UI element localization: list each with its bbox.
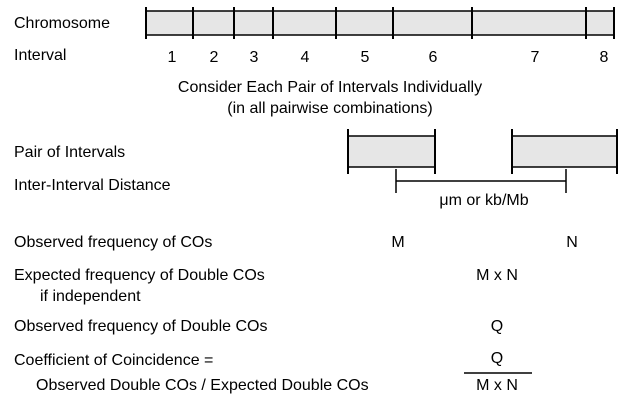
row-label: Expected frequency of Double COs — [14, 267, 265, 284]
interval-number: 2 — [210, 49, 219, 66]
observed-value: Q — [491, 318, 503, 335]
interval-b — [511, 135, 618, 168]
instruction: (in all pairwise combinations) — [227, 100, 432, 117]
row-sublabel: if independent — [40, 288, 141, 305]
numerator: Q — [491, 350, 503, 367]
chromosome-label: Chromosome — [14, 15, 110, 32]
n-symbol: N — [566, 234, 578, 251]
expected-value: M x N — [476, 267, 518, 284]
interval-number: 3 — [250, 49, 259, 66]
interval-ends — [347, 129, 618, 174]
denominator: M x N — [476, 377, 518, 394]
row-label: Coefficient of Coincidence = — [14, 352, 213, 369]
distance-label: Inter-Interval Distance — [14, 177, 171, 194]
row-sublabel: Observed Double COs / Expected Double CO… — [36, 377, 369, 394]
pair-label: Pair of Intervals — [14, 144, 125, 161]
distance-bracket — [395, 169, 567, 193]
interval-number: 6 — [429, 49, 438, 66]
distance-units: μm or kb/Mb — [439, 192, 528, 209]
interval-number: 8 — [600, 49, 609, 66]
row-label: Observed frequency of Double COs — [14, 318, 267, 335]
interval-label: Interval — [14, 47, 66, 64]
interval-boundaries — [145, 7, 615, 39]
interval-number: 1 — [168, 49, 177, 66]
interval-number: 5 — [361, 49, 370, 66]
instruction: Consider Each Pair of Intervals Individu… — [178, 79, 482, 96]
m-symbol: M — [391, 234, 404, 251]
row-label: Observed frequency of COs — [14, 234, 212, 251]
chromosome-bar — [145, 10, 615, 36]
interval-number: 7 — [531, 49, 540, 66]
interval-number: 4 — [301, 49, 310, 66]
interval-a — [347, 135, 436, 168]
